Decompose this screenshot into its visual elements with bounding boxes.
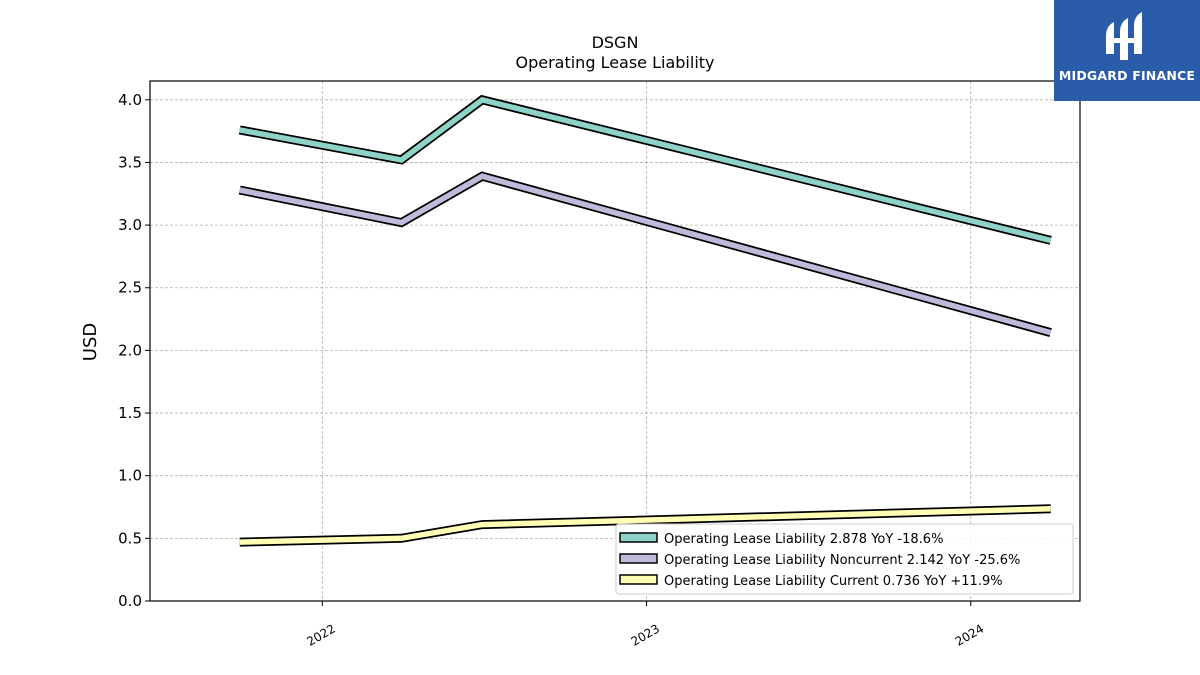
y-tick-label: 3.0 [118, 216, 142, 234]
logo-mark-icon [1106, 12, 1142, 60]
legend-box [615, 523, 1074, 595]
y-tick-label: 2.5 [118, 279, 142, 297]
series-line [239, 96, 1052, 244]
series-line [239, 506, 1051, 545]
legend-label: Operating Lease Liability 2.878 YoY -18.… [664, 532, 943, 547]
series-line-outline [238, 171, 1052, 337]
legend-swatch [619, 553, 658, 564]
y-axis-ticks: 0.0 0.5 1.0 1.5 2.0 2.5 3.0 3.5 4.0 [118, 91, 150, 610]
series-lines [238, 94, 1052, 547]
y-tick-label: 4.0 [118, 91, 142, 109]
plot-frame [149, 80, 1081, 602]
series-line [239, 173, 1052, 336]
y-tick-label: 1.0 [118, 467, 142, 485]
y-tick-label: 0.5 [118, 529, 142, 547]
y-tick-label: 3.5 [118, 153, 142, 171]
y-axis-label: USD [80, 323, 101, 361]
legend-label: Operating Lease Liability Current 0.736 … [664, 574, 1003, 589]
chart-subtitle: Operating Lease Liability [515, 53, 714, 72]
legend-swatch [619, 574, 658, 585]
y-tick-label: 0.0 [118, 592, 142, 610]
chart-title: DSGN [592, 33, 639, 52]
y-tick-label: 2.0 [118, 341, 142, 359]
legend-label: Operating Lease Liability Noncurrent 2.1… [664, 553, 1020, 568]
legend: Operating Lease Liability 2.878 YoY -18.… [615, 523, 1074, 595]
x-axis-ticks: 2022 2023 2024 [304, 601, 986, 649]
x-tick-label: 2022 [304, 621, 337, 648]
y-tick-label: 1.5 [118, 404, 142, 422]
logo-text: MIDGARD FINANCE [1058, 68, 1196, 83]
legend-swatch [619, 532, 658, 543]
midgard-finance-logo: MIDGARD FINANCE [1054, 0, 1200, 101]
x-tick-label: 2024 [953, 621, 986, 648]
x-tick-label: 2023 [629, 621, 662, 648]
